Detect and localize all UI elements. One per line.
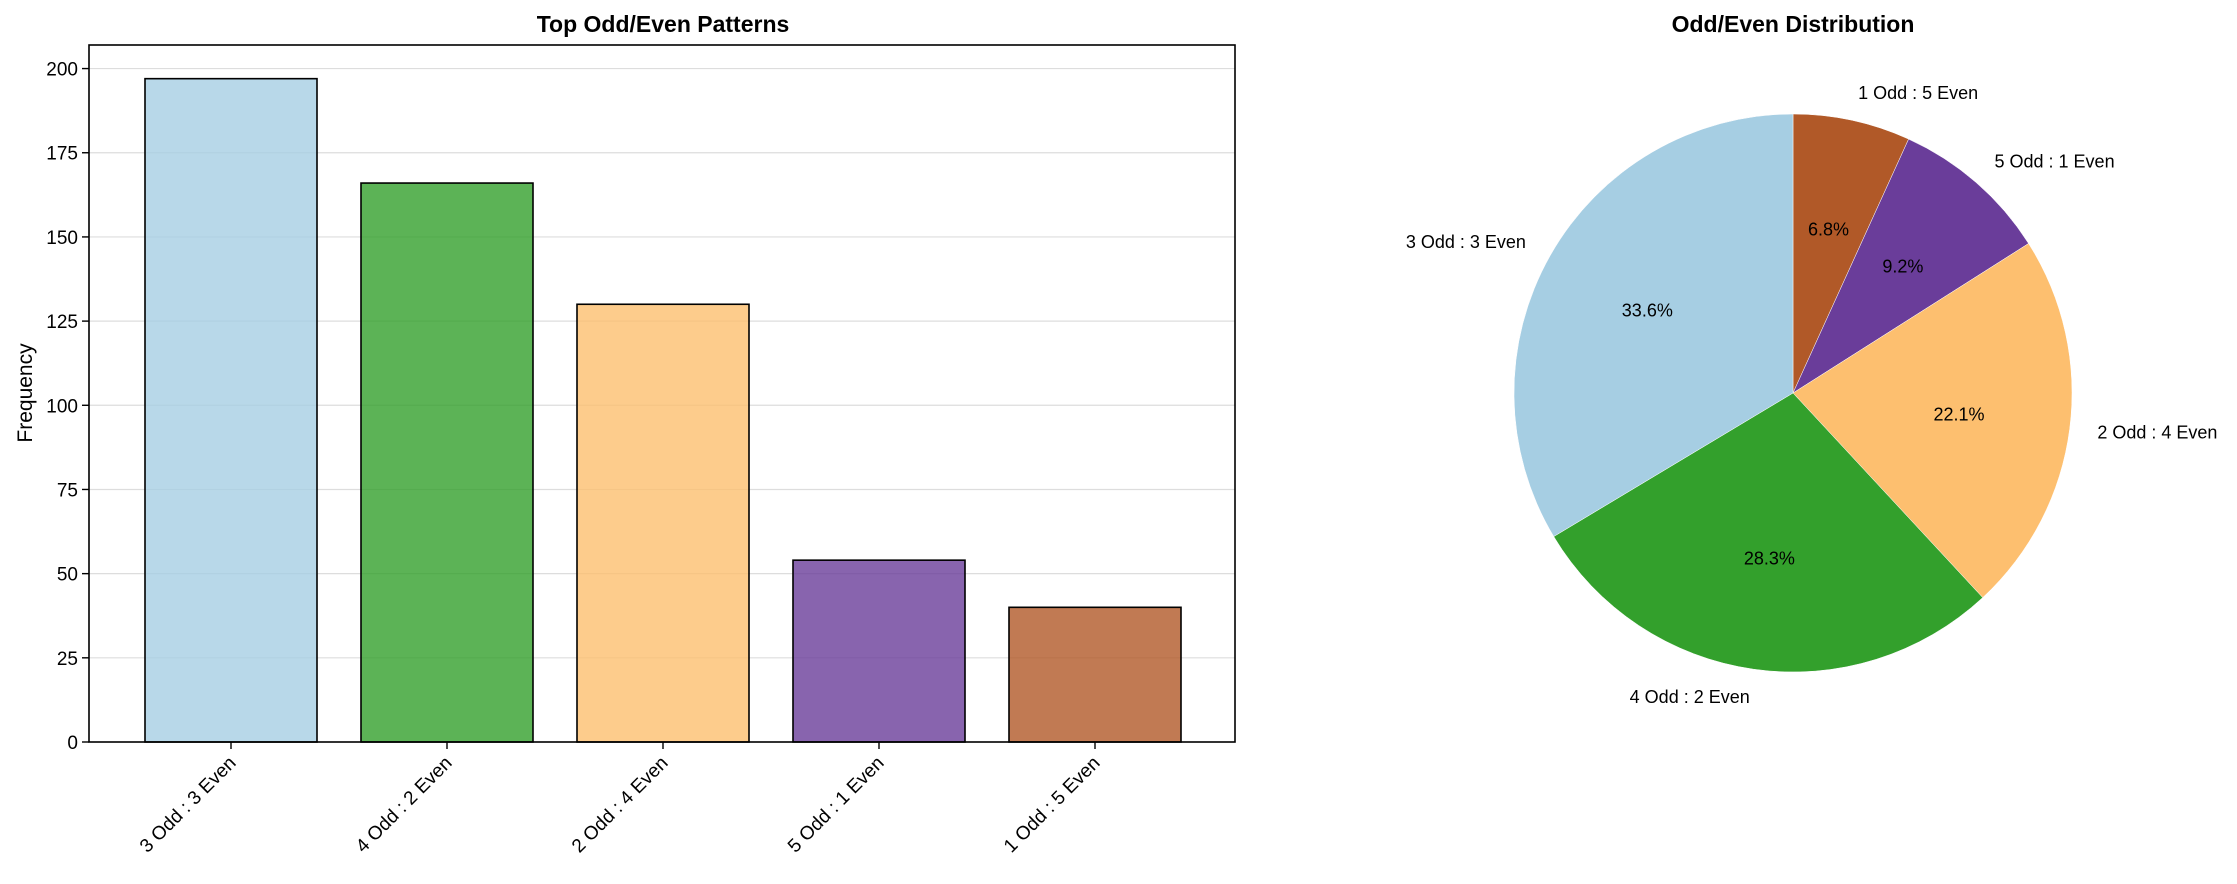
- bar-chart-x-tick-label: 4 Odd : 2 Even: [352, 753, 456, 857]
- bar-chart-y-tick-label: 50: [57, 565, 78, 586]
- bar-chart-bars: [144, 77, 1182, 743]
- bar-chart-y-ticks: 0 25 50 75 100 125 150 175 200: [46, 60, 89, 754]
- pie-slice-percent-label: 9.2%: [1882, 257, 1923, 277]
- pie-slice-label: 4 Odd : 2 Even: [1630, 687, 1750, 707]
- bar-chart-y-tick-label: 150: [46, 228, 78, 249]
- bar-chart-panel: Top Odd/Even Patterns 0 25 50 75 100 125 150 17…: [14, 11, 1236, 857]
- bar-chart-x-tick-label: 3 Odd : 3 Even: [136, 753, 240, 857]
- pie-chart-title: Odd/Even Distribution: [1672, 11, 1915, 37]
- pie-slice-label: 1 Odd : 5 Even: [1858, 83, 1978, 103]
- pie-slice-label: 5 Odd : 1 Even: [1995, 152, 2115, 172]
- bar-chart-y-tick-label: 25: [57, 649, 78, 670]
- bar-chart-y-tick-label: 75: [57, 480, 78, 501]
- bar-chart-title: Top Odd/Even Patterns: [537, 11, 790, 37]
- bar: [792, 559, 966, 743]
- bar-chart-y-axis-label: Frequency: [14, 343, 37, 443]
- bar-chart-frame: [88, 44, 1236, 743]
- pie-slice-label: 2 Odd : 4 Even: [2097, 422, 2217, 442]
- pie-slice: [1792, 113, 1909, 394]
- pie-chart-labels: 6.8% 1 Odd : 5 Even 9.2% 5 Odd : 1 Even 22.1…: [1406, 83, 2218, 707]
- bar-chart-y-tick-label: 175: [46, 144, 78, 165]
- pie-chart-panel: Odd/Even Distribution 6.8% 1 Odd : 5 Even…: [1406, 11, 2218, 707]
- pie-slice: [1792, 243, 2073, 598]
- bar-chart-y-tick-label: 200: [46, 60, 78, 81]
- pie-slice-percent-label: 33.6%: [1622, 301, 1673, 321]
- pie-slice-percent-label: 6.8%: [1808, 219, 1849, 239]
- pie-slice-label: 3 Odd : 3 Even: [1406, 232, 1526, 252]
- bar: [144, 77, 318, 743]
- pie-slice-percent-label: 22.1%: [1933, 405, 1984, 425]
- pie-slice-percent-label: 28.3%: [1744, 549, 1795, 569]
- bar-chart-x-tick-label: 1 Odd : 5 Even: [1000, 753, 1104, 857]
- pie-chart-slices: [1513, 113, 2073, 673]
- bar: [576, 303, 750, 743]
- bar-chart-y-tick-label: 0: [67, 733, 78, 754]
- bar-chart-y-tick-label: 100: [46, 396, 78, 417]
- bar: [360, 182, 534, 743]
- pie-slice: [1792, 138, 2029, 394]
- bar-chart-x-ticks: 3 Odd : 3 Even 4 Odd : 2 Even 2 Odd : 4 Ev…: [136, 742, 1105, 857]
- bar-chart-x-tick-label: 5 Odd : 1 Even: [784, 753, 888, 857]
- bar-chart-y-tick-label: 125: [46, 312, 78, 333]
- pie-slice: [1513, 113, 1794, 537]
- bar: [1008, 606, 1182, 743]
- bar-chart-x-tick-label: 2 Odd : 4 Even: [568, 753, 672, 857]
- pie-slice: [1553, 392, 1984, 673]
